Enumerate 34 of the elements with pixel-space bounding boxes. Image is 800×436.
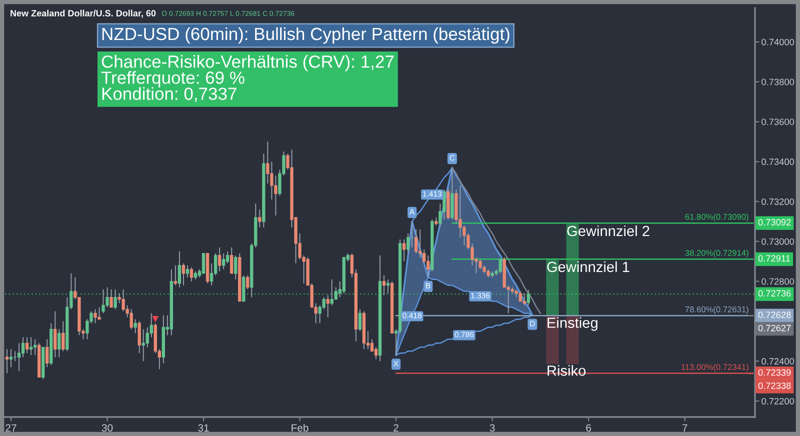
annotation: New Zealand Dollar/U.S. Dollar, 60	[10, 10, 156, 18]
series-label: Gewinnziel 1	[547, 261, 630, 272]
data-label: 0.72628	[758, 312, 791, 318]
data-label: 0.73092	[758, 219, 791, 226]
y-tick-label: 0.73000	[762, 238, 794, 245]
x-tick-label: 7	[682, 424, 688, 432]
text: Chance-Risiko-Verhältnis (CRV): 1,27 Trefferquote: 69 % Kondition: 0,7337	[101, 55, 394, 102]
data-label: 0.72339	[758, 369, 791, 376]
annotation: Einstieg	[548, 317, 598, 331]
y-tick-label: 0.72200	[762, 398, 794, 404]
x-tick-label: 27	[6, 424, 16, 432]
x-tick-label: 31	[198, 424, 209, 432]
x-tick-label: 2	[394, 424, 398, 432]
y-tick-label: 0.73800	[762, 78, 794, 86]
y-tick-label: 0.72800	[762, 278, 794, 285]
y-tick-label: 0.73200	[762, 198, 794, 205]
x-tick-label: 30	[102, 424, 113, 432]
x-tick-label: 3	[490, 424, 495, 432]
x-tick-label: Feb	[292, 424, 308, 432]
data-label: 0.72338	[758, 382, 791, 389]
y-tick-label: 0.74000	[762, 38, 794, 46]
data-label: 0.72911	[758, 255, 790, 262]
legend-label: 38.20%(0.72914)	[685, 250, 748, 258]
legend-label: 113.00%(0.72341)	[682, 364, 748, 372]
legend-label: 78.60%(0.72631)	[685, 306, 748, 314]
text: NZD-USD (60min): Bullish Cypher Pattern (bestätigt)	[102, 27, 510, 44]
series-label: Gewinnziel 2	[567, 225, 650, 236]
data-label: 0.72627	[758, 324, 791, 332]
y-tick-label: 0.73400	[762, 158, 794, 166]
legend-label: 61.80%(0.73090)	[685, 214, 748, 222]
ref-line-label: 0.72736	[758, 290, 791, 297]
y-tick-label: 0.73600	[762, 118, 794, 126]
x-tick-label: 6	[586, 424, 591, 432]
y-tick-label: 0.72400	[762, 358, 794, 365]
